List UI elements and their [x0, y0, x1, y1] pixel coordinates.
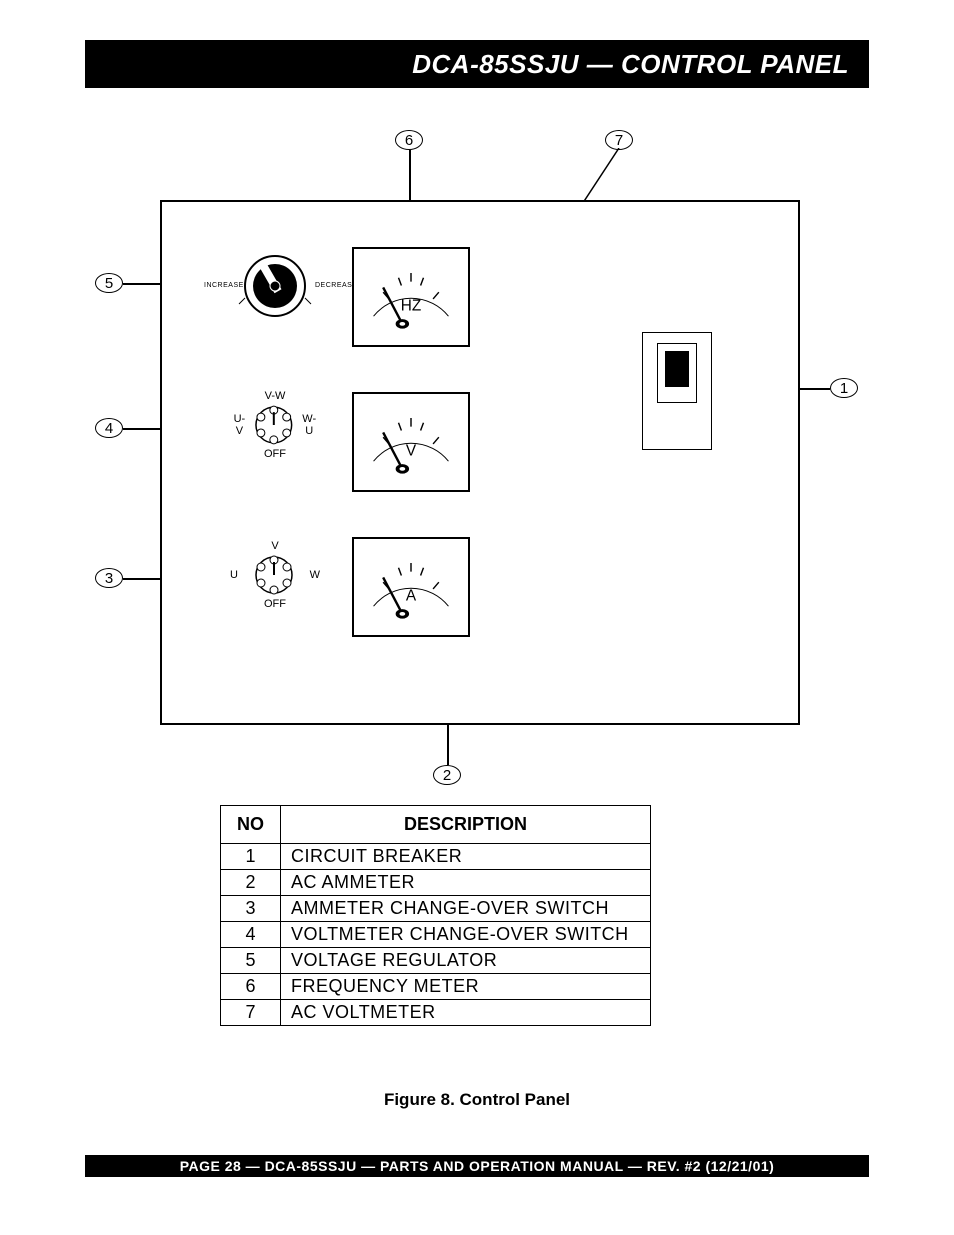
cell-desc: AC AMMETER — [281, 870, 651, 896]
cell-no: 6 — [221, 974, 281, 1000]
cell-no: 2 — [221, 870, 281, 896]
callout-7: 7 — [605, 130, 633, 150]
cell-no: 1 — [221, 844, 281, 870]
switch-left-label: U-V — [230, 413, 249, 437]
voltage-regulator-knob — [237, 248, 313, 324]
ammeter-changeover-switch: V U W OFF — [230, 540, 320, 630]
table-row: 3AMMETER CHANGE-OVER SWITCH — [221, 896, 651, 922]
table-header-row: NO DESCRIPTION — [221, 806, 651, 844]
parts-table: NO DESCRIPTION 1CIRCUIT BREAKER2AC AMMET… — [220, 805, 651, 1026]
page-footer: PAGE 28 — DCA-85SSJU — PARTS AND OPERATI… — [85, 1155, 869, 1177]
switch-left-label: U — [230, 569, 238, 581]
switch-bottom-label: OFF — [230, 448, 320, 460]
switch-right-label: W — [310, 569, 320, 581]
table-row: 2AC AMMETER — [221, 870, 651, 896]
switch-right-label: W-U — [298, 413, 320, 437]
knob-increase-label: INCREASE — [204, 282, 244, 289]
breaker-switch — [665, 351, 689, 387]
switch-top-label: V-W — [230, 390, 320, 402]
col-desc: DESCRIPTION — [281, 806, 651, 844]
panel-outline: INCREASE DECREASE HZ — [160, 200, 800, 725]
cell-no: 3 — [221, 896, 281, 922]
ac-ammeter: A — [352, 537, 470, 637]
table-row: 1CIRCUIT BREAKER — [221, 844, 651, 870]
ac-voltmeter: V — [352, 392, 470, 492]
footer-text: PAGE 28 — DCA-85SSJU — PARTS AND OPERATI… — [180, 1158, 775, 1174]
svg-text:V: V — [406, 442, 417, 459]
col-no: NO — [221, 806, 281, 844]
callout-5: 5 — [95, 273, 123, 293]
voltmeter-changeover-switch: V-W U-V W-U OFF — [230, 390, 320, 480]
circuit-breaker — [642, 332, 712, 450]
page-header: DCA-85SSJU — CONTROL PANEL — [85, 40, 869, 88]
cell-no: 5 — [221, 948, 281, 974]
control-panel-diagram: 6 7 5 4 3 1 2 — [85, 120, 869, 800]
cell-desc: VOLTMETER CHANGE-OVER SWITCH — [281, 922, 651, 948]
cell-desc: FREQUENCY METER — [281, 974, 651, 1000]
switch-bottom-label: OFF — [230, 598, 320, 610]
table-row: 6FREQUENCY METER — [221, 974, 651, 1000]
switch-top-label: V — [230, 540, 320, 552]
table-row: 4VOLTMETER CHANGE-OVER SWITCH — [221, 922, 651, 948]
cell-desc: AC VOLTMETER — [281, 1000, 651, 1026]
table-row: 5VOLTAGE REGULATOR — [221, 948, 651, 974]
cell-desc: AMMETER CHANGE-OVER SWITCH — [281, 896, 651, 922]
cell-desc: CIRCUIT BREAKER — [281, 844, 651, 870]
svg-text:HZ: HZ — [401, 297, 421, 314]
cell-no: 4 — [221, 922, 281, 948]
frequency-meter: HZ — [352, 247, 470, 347]
callout-3: 3 — [95, 568, 123, 588]
cell-desc: VOLTAGE REGULATOR — [281, 948, 651, 974]
figure-caption: Figure 8. Control Panel — [0, 1090, 954, 1110]
cell-no: 7 — [221, 1000, 281, 1026]
callout-4: 4 — [95, 418, 123, 438]
callout-6: 6 — [395, 130, 423, 150]
svg-text:A: A — [406, 587, 417, 604]
header-title: DCA-85SSJU — CONTROL PANEL — [412, 49, 849, 80]
callout-2: 2 — [433, 765, 461, 785]
callout-1: 1 — [830, 378, 858, 398]
table-row: 7AC VOLTMETER — [221, 1000, 651, 1026]
